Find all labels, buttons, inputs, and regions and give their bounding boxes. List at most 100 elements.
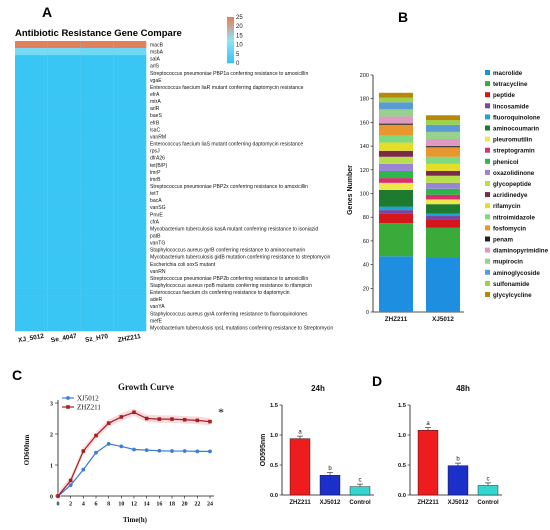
stacked-bar-segment (379, 123, 413, 125)
heatmap-cell (113, 288, 147, 296)
stacked-y-tick-label: 180 (360, 97, 369, 103)
colorbar-segment (227, 34, 234, 36)
stacked-bar-segment (426, 120, 460, 125)
colorbar-tick-label: 10 (236, 43, 243, 49)
stacked-y-tick-label: 20 (363, 286, 369, 292)
heatmap-cell (47, 83, 81, 91)
legend-swatch (485, 214, 490, 220)
colorbar-segment (227, 36, 234, 38)
growth-point (106, 442, 111, 446)
od24-title: 24h (311, 384, 325, 393)
heatmap-cell (80, 309, 114, 318)
colorbar-tick-label: 25 (236, 15, 243, 21)
colorbar-tick-label: 15 (236, 33, 243, 39)
heatmap-row-label: efrA (150, 92, 160, 98)
growth-xlabel: Time(h) (123, 516, 148, 524)
heatmap-cell (113, 140, 147, 148)
panel-letter-a: A (42, 4, 52, 20)
heatmap-cell (80, 168, 114, 176)
legend-label: oxazolidinone (493, 170, 535, 177)
heatmap-column-label: XJ_5012 (18, 333, 45, 344)
heatmap-row-label: dfrA26 (150, 156, 165, 162)
growth-title: Growth Curve (118, 382, 174, 392)
panel-letter-c: C (12, 367, 22, 383)
stacked-bar-segment (426, 227, 460, 258)
colorbar-segment (227, 41, 234, 43)
heatmap-row-label: Mycobacterium tuberculosis rpsL mutation… (150, 325, 333, 331)
legend-label: macrolide (493, 70, 523, 77)
heatmap-row-label: vanTG (150, 241, 165, 247)
colorbar-segment (227, 58, 234, 60)
heatmap-row-label: adeR (150, 297, 162, 303)
heatmap-cell (113, 62, 147, 70)
colorbar-segment (227, 59, 234, 61)
heatmap-row-label: Mycobacterium tuberculosis gidB mutation… (150, 255, 331, 261)
od-significance-letter: c (359, 478, 362, 484)
stacked-y-tick-label: 40 (363, 263, 369, 269)
growth-point (81, 467, 86, 472)
od-y-tick-label: 1.0 (270, 433, 278, 439)
growth-y-tick-label: 0 (50, 495, 53, 501)
heatmap-cell (15, 140, 49, 148)
heatmap-cell (80, 196, 114, 204)
heatmap-cell (15, 309, 49, 318)
heatmap-cell (15, 118, 49, 127)
heatmap-cell (15, 161, 49, 169)
heatmap-cell (47, 118, 81, 127)
stacked-bar-segment (426, 170, 460, 176)
stacked-bar-segment (426, 147, 460, 157)
legend-label: fluoroquinolone (493, 114, 541, 121)
colorbar-segment (227, 38, 234, 41)
stacked-y-tick-label: 80 (363, 215, 369, 221)
growth-point (157, 417, 162, 421)
heatmap-cell (113, 90, 147, 98)
stacked-bar-segment (379, 135, 413, 143)
stacked-bar-segment (426, 156, 460, 164)
heatmap-row-label: Staphylococcus aureus gyrA conferring re… (150, 311, 308, 317)
heatmap-cell (47, 97, 81, 105)
heatmap-cell (80, 154, 114, 162)
legend-swatch (485, 192, 490, 198)
colorbar-segment (227, 19, 234, 21)
legend-label: penam (493, 237, 513, 244)
heatmap-cell (47, 274, 81, 282)
growth-point (56, 494, 60, 498)
heatmap-cell (15, 281, 49, 289)
legend-label: fosfomycin (493, 225, 526, 232)
growth-lines (56, 408, 212, 500)
colorbar-segment (227, 42, 234, 44)
heatmap-cell (15, 253, 49, 261)
heatmap-row-label: rpsJ (150, 149, 160, 155)
legend-label: aminoglycoside (493, 270, 540, 277)
stacked-bar-segment (379, 256, 413, 312)
heatmap-cell (47, 210, 81, 219)
heatmap-row-label: vanYA (150, 304, 165, 310)
growth-point (182, 417, 187, 422)
colorbar-segment (227, 43, 234, 45)
heatmap-row-label: Enterococcus faecium liaR mutant conferr… (150, 85, 304, 91)
legend-label: sulfonamide (493, 281, 530, 288)
heatmap-cell (113, 281, 147, 289)
stacked-bar-panel: Genes Number 0 20 40 60 80 100 120 140 160 180 200… (347, 70, 549, 323)
heatmap-row-label: bacA (150, 198, 162, 204)
growth-line (57, 443, 210, 497)
heatmap-cell (113, 125, 147, 134)
stacked-bar-segment (426, 257, 460, 312)
heatmap-cell (113, 260, 147, 268)
od-y-tick-label: 1.0 (398, 433, 406, 439)
heatmap-cell (113, 189, 147, 197)
legend-label: streptogramin (493, 148, 535, 155)
growth-point (182, 449, 187, 453)
heatmap-cell (15, 111, 49, 120)
od-bar (349, 486, 371, 496)
od48-title: 48h (456, 384, 470, 393)
colorbar-segment (227, 22, 234, 25)
heatmap-cell (80, 182, 114, 190)
stacked-y-tick-label: 160 (360, 120, 369, 126)
heatmap-cell (15, 302, 49, 311)
stacked-bar-segment (379, 163, 413, 171)
heatmap-cell (113, 231, 147, 240)
heatmap-cell (47, 147, 81, 155)
growth-point (94, 450, 98, 455)
stacked-bar-segment (426, 163, 460, 171)
